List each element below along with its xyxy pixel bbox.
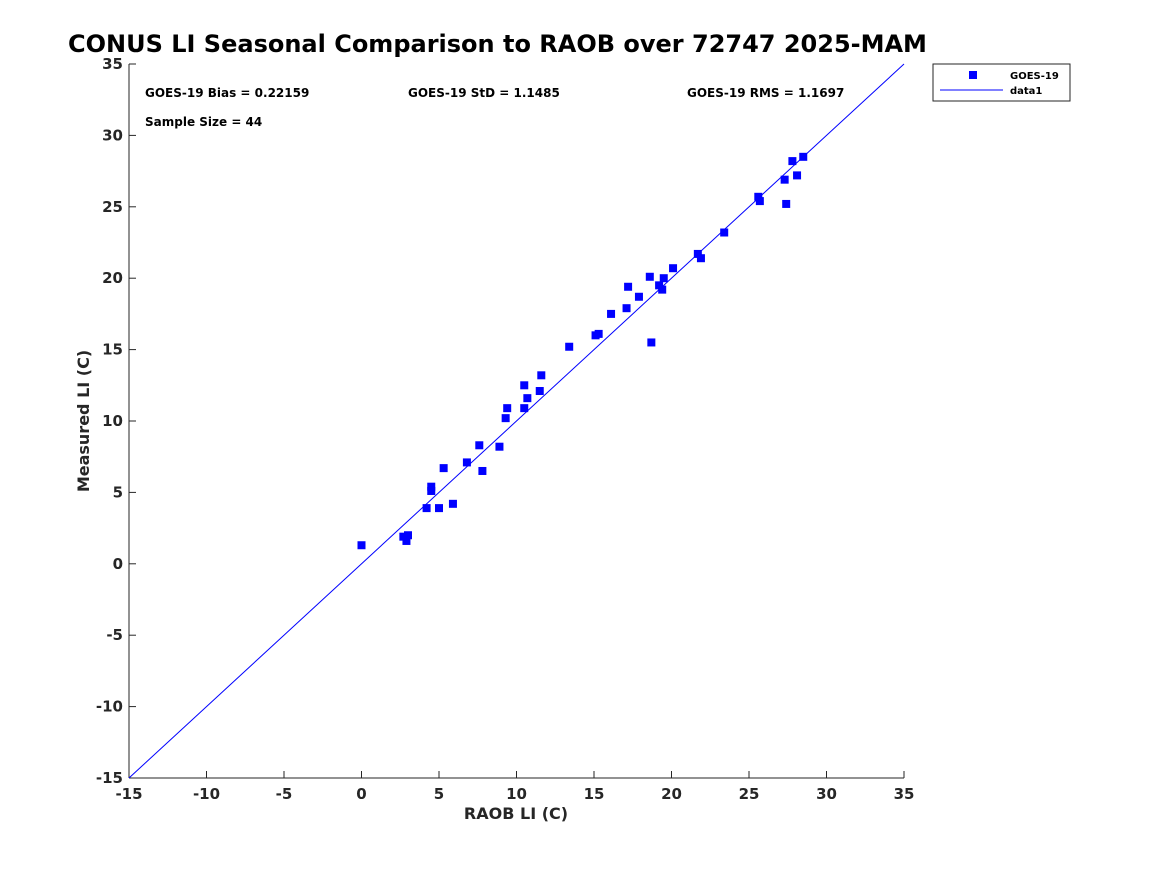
y-axis-label: Measured LI (C)	[74, 350, 93, 492]
legend-label-data1: data1	[1010, 86, 1042, 97]
legend: GOES-19 data1	[932, 63, 1071, 102]
data-point	[607, 309, 616, 318]
data-point	[402, 536, 411, 545]
data-point	[624, 282, 633, 291]
data-point	[622, 304, 631, 313]
data-point	[501, 414, 510, 423]
data-point	[594, 329, 603, 338]
x-tick-label: 5	[434, 785, 444, 803]
data-point	[448, 499, 457, 508]
x-tick-label: 15	[584, 785, 605, 803]
y-tick-label: 20	[102, 269, 123, 287]
x-axis-label: RAOB LI (C)	[464, 804, 568, 823]
data-point	[658, 285, 667, 294]
x-tick-label: 0	[356, 785, 366, 803]
y-tick-label: 10	[102, 412, 123, 430]
y-tick-label: 25	[102, 198, 123, 216]
x-axis-ticks: -15 -10 -5 0 5 10 15 20 25 30 35	[115, 771, 914, 803]
data-point	[520, 381, 529, 390]
reference-line-data1	[128, 63, 905, 779]
x-tick-label: -10	[193, 785, 220, 803]
data-point	[427, 486, 436, 495]
y-tick-label: 30	[102, 126, 123, 144]
data-point	[523, 394, 532, 403]
data-point	[404, 531, 412, 540]
data-point	[478, 466, 487, 475]
x-tick-label: 35	[894, 785, 915, 803]
data-point	[439, 464, 448, 473]
stat-rms: GOES-19 RMS = 1.1697	[687, 86, 844, 100]
data-point	[435, 504, 443, 513]
stat-bias: GOES-19 Bias = 0.22159	[145, 86, 309, 100]
y-tick-label: 0	[113, 555, 123, 573]
data-point	[475, 441, 484, 450]
data-point	[495, 442, 504, 451]
data-point	[799, 152, 808, 161]
stat-std: GOES-19 StD = 1.1485	[408, 86, 560, 100]
data-point	[755, 197, 764, 206]
y-tick-label: -5	[106, 626, 123, 644]
data-point	[696, 254, 705, 263]
data-point	[634, 292, 643, 301]
data-point	[357, 541, 366, 550]
x-tick-label: 20	[661, 785, 682, 803]
x-tick-label: 30	[816, 785, 837, 803]
data-point	[659, 274, 668, 283]
data-point	[754, 192, 763, 201]
y-axis-ticks: -15 -10 -5 0 5 10 15 20 25 30 35	[96, 55, 136, 787]
y-tick-label: 5	[113, 483, 123, 501]
data-point	[535, 387, 544, 396]
data-point	[693, 249, 702, 258]
data-point	[565, 342, 574, 351]
x-tick-label: -5	[276, 785, 293, 803]
data-point	[788, 157, 797, 166]
data-point	[669, 264, 678, 273]
data-point	[645, 272, 654, 281]
legend-marker-goes19	[969, 71, 977, 79]
y-tick-label: 15	[102, 341, 123, 359]
chart-title: CONUS LI Seasonal Comparison to RAOB ove…	[68, 30, 927, 58]
scatter-points-goes19	[357, 152, 808, 550]
x-tick-label: -15	[115, 785, 142, 803]
x-tick-label: 10	[506, 785, 527, 803]
y-tick-label: 35	[102, 55, 123, 73]
data-point	[780, 175, 789, 184]
data-point	[503, 404, 512, 413]
data-point	[399, 532, 408, 541]
data-point	[793, 171, 802, 180]
data-point	[462, 458, 471, 467]
data-point	[655, 281, 664, 290]
data-point	[427, 482, 436, 491]
legend-label-goes19: GOES-19	[1010, 71, 1059, 82]
stat-sample-size: Sample Size = 44	[145, 115, 262, 129]
data-point	[647, 338, 656, 347]
y-tick-label: -10	[96, 698, 123, 716]
data-point	[720, 228, 729, 237]
data-point	[537, 371, 546, 380]
y-tick-label: -15	[96, 769, 123, 787]
data-point	[422, 504, 431, 513]
legend-box	[932, 63, 1071, 102]
data-point	[520, 404, 529, 413]
data-point	[782, 199, 791, 208]
x-tick-label: 25	[739, 785, 760, 803]
